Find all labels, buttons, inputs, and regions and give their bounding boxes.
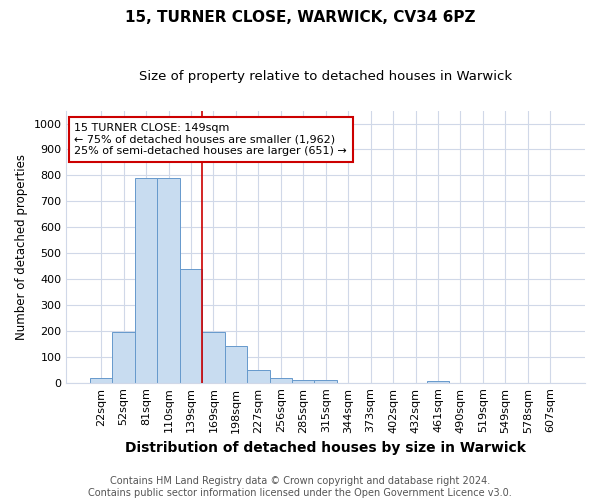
- X-axis label: Distribution of detached houses by size in Warwick: Distribution of detached houses by size …: [125, 441, 526, 455]
- Bar: [269, 378, 292, 382]
- Bar: [247, 370, 269, 382]
- Title: Size of property relative to detached houses in Warwick: Size of property relative to detached ho…: [139, 70, 512, 83]
- Text: 15, TURNER CLOSE, WARWICK, CV34 6PZ: 15, TURNER CLOSE, WARWICK, CV34 6PZ: [125, 10, 475, 25]
- Bar: [202, 332, 224, 382]
- Bar: [157, 178, 180, 382]
- Bar: [112, 332, 135, 382]
- Bar: [135, 178, 157, 382]
- Text: Contains HM Land Registry data © Crown copyright and database right 2024.
Contai: Contains HM Land Registry data © Crown c…: [88, 476, 512, 498]
- Text: 15 TURNER CLOSE: 149sqm
← 75% of detached houses are smaller (1,962)
25% of semi: 15 TURNER CLOSE: 149sqm ← 75% of detache…: [74, 123, 347, 156]
- Bar: [224, 346, 247, 382]
- Y-axis label: Number of detached properties: Number of detached properties: [15, 154, 28, 340]
- Bar: [180, 268, 202, 382]
- Bar: [90, 378, 112, 382]
- Bar: [427, 380, 449, 382]
- Bar: [292, 380, 314, 382]
- Bar: [314, 380, 337, 382]
